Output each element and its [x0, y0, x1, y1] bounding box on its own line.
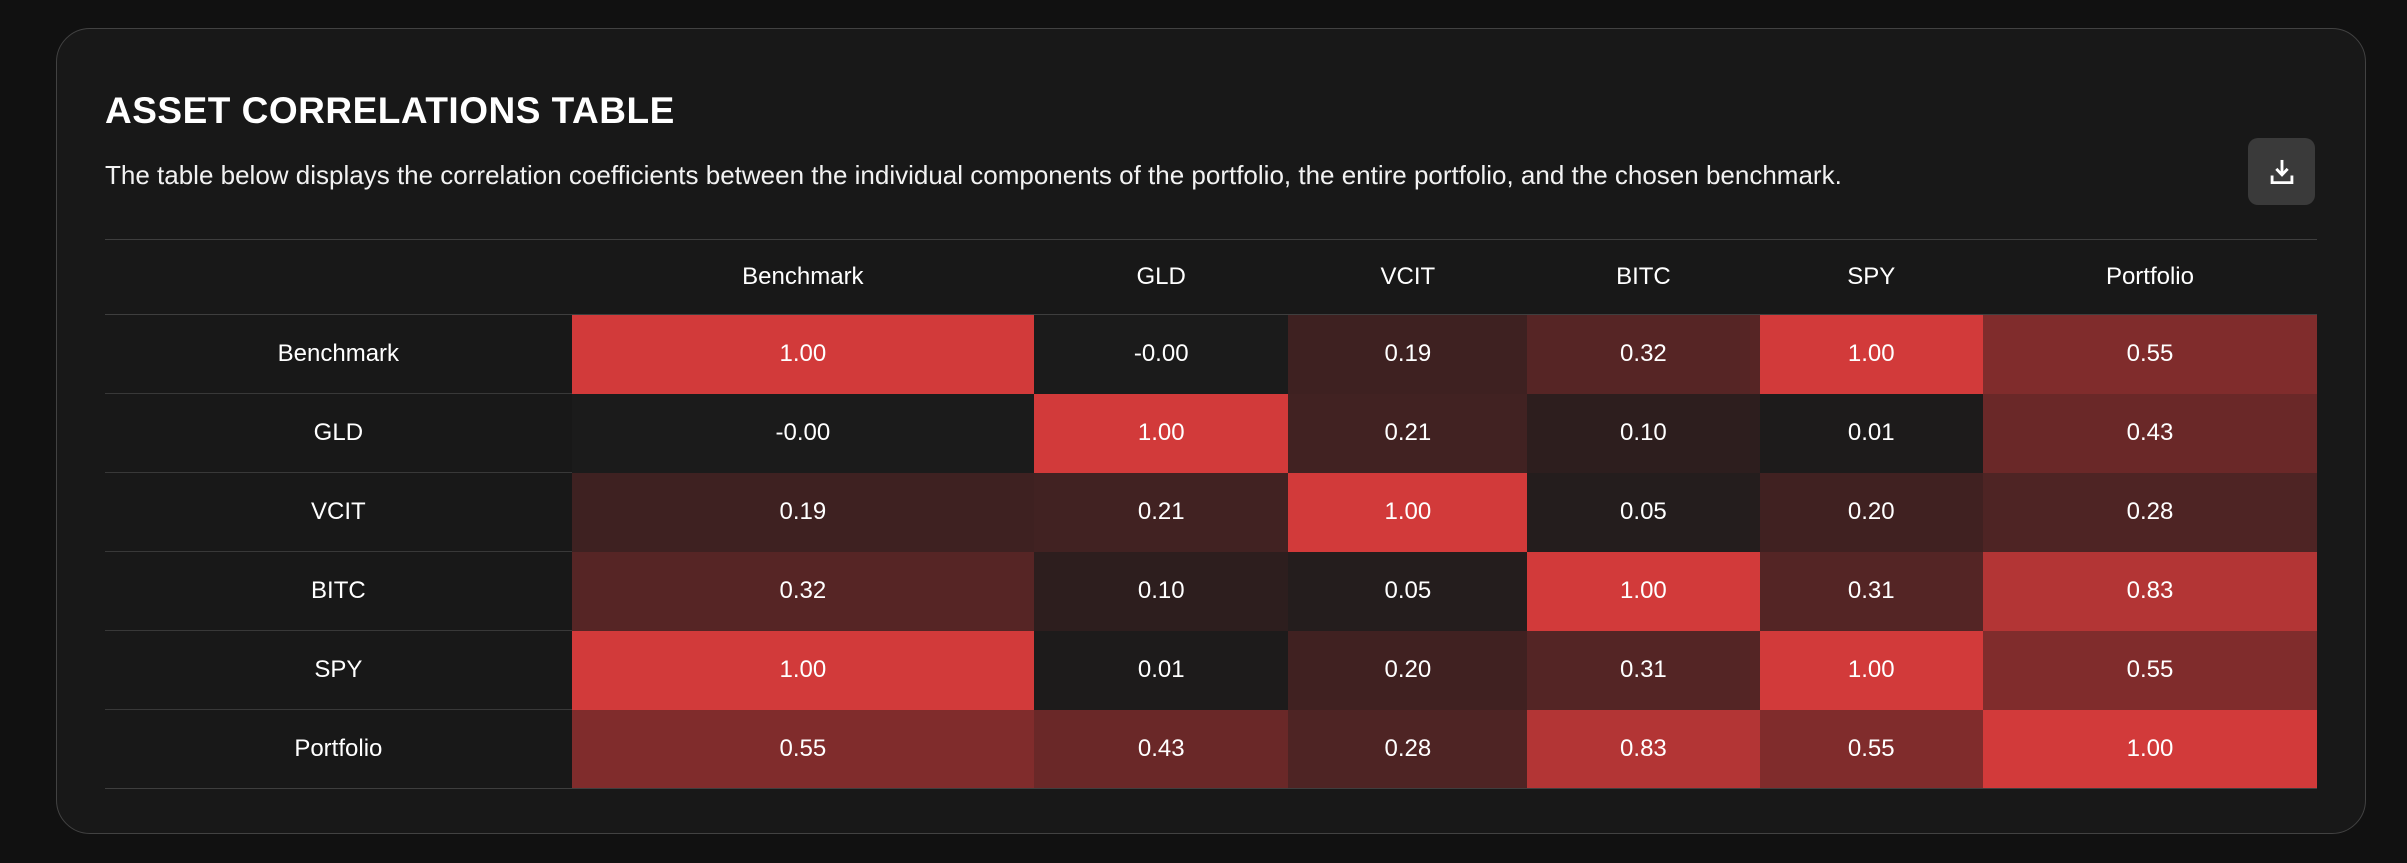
correlation-cell: 0.83	[1982, 551, 2317, 631]
correlation-cell: -0.00	[1034, 314, 1289, 394]
correlation-cell: 0.43	[1034, 709, 1289, 790]
row-label-vcit: VCIT	[105, 472, 572, 553]
correlation-cell: 1.00	[571, 630, 1035, 710]
correlations-table: Benchmark GLD VCIT BITC SPY Portfolio Benchma…	[105, 239, 2317, 790]
table-header-row: Benchmark GLD VCIT BITC SPY Portfolio	[105, 239, 2317, 316]
table-row-vcit: VCIT 0.19 0.21 1.00 0.05 0.20 0.28	[105, 472, 2317, 553]
correlation-cell: 0.55	[1982, 314, 2317, 394]
correlation-cell: 0.31	[1527, 630, 1760, 710]
column-header-spy: SPY	[1759, 239, 1983, 316]
download-button[interactable]	[2248, 138, 2315, 205]
column-header-bitc: BITC	[1527, 239, 1760, 316]
correlation-cell: 0.19	[1288, 314, 1528, 394]
download-icon	[2265, 155, 2299, 189]
correlation-cell: 1.00	[1288, 472, 1528, 552]
correlation-cell: 0.43	[1982, 393, 2317, 473]
correlation-cell: 0.10	[1527, 393, 1760, 473]
correlation-cell: -0.00	[571, 393, 1035, 473]
correlation-cell: 0.31	[1759, 551, 1983, 631]
correlation-cell: 0.28	[1982, 472, 2317, 552]
correlation-cell: 0.10	[1034, 551, 1289, 631]
asset-correlations-card: ASSET CORRELATIONS TABLE The table below…	[56, 28, 2366, 834]
correlation-cell: 0.05	[1288, 551, 1528, 631]
correlation-cell: 0.19	[571, 472, 1035, 552]
corner-cell	[105, 239, 572, 316]
row-label-spy: SPY	[105, 630, 572, 711]
row-label-gld: GLD	[105, 393, 572, 474]
correlation-cell: 0.20	[1288, 630, 1528, 710]
correlation-cell: 1.00	[1527, 551, 1760, 631]
correlation-cell: 0.28	[1288, 709, 1528, 790]
correlation-cell: 0.55	[1759, 709, 1983, 790]
table-row-bitc: BITC 0.32 0.10 0.05 1.00 0.31 0.83	[105, 551, 2317, 632]
correlation-cell: 0.20	[1759, 472, 1983, 552]
correlation-cell: 1.00	[571, 314, 1035, 394]
page-title: ASSET CORRELATIONS TABLE	[105, 90, 675, 131]
column-header-portfolio: Portfolio	[1982, 239, 2317, 316]
card-header: ASSET CORRELATIONS TABLE The table below…	[105, 89, 2317, 205]
correlation-cell: 0.32	[571, 551, 1035, 631]
correlation-cell: 0.21	[1288, 393, 1528, 473]
correlation-cell: 1.00	[1034, 393, 1289, 473]
column-header-benchmark: Benchmark	[571, 239, 1035, 316]
table-row-spy: SPY 1.00 0.01 0.20 0.31 1.00 0.55	[105, 630, 2317, 711]
row-label-bitc: BITC	[105, 551, 572, 632]
correlation-cell: 0.01	[1759, 393, 1983, 473]
correlation-cell: 0.55	[1982, 630, 2317, 710]
page-subtitle: The table below displays the correlation…	[105, 160, 1842, 191]
correlation-cell: 0.01	[1034, 630, 1289, 710]
column-header-vcit: VCIT	[1288, 239, 1528, 316]
correlation-cell: 0.83	[1527, 709, 1760, 790]
row-label-portfolio: Portfolio	[105, 709, 572, 790]
column-header-gld: GLD	[1034, 239, 1289, 316]
table-row-portfolio: Portfolio 0.55 0.43 0.28 0.83 0.55 1.00	[105, 709, 2317, 790]
correlation-cell: 0.55	[571, 709, 1035, 790]
table-body: Benchmark 1.00 -0.00 0.19 0.32 1.00 0.55 GLD -0.…	[105, 314, 2317, 790]
correlation-cell: 1.00	[1759, 630, 1983, 710]
table-row-benchmark: Benchmark 1.00 -0.00 0.19 0.32 1.00 0.55	[105, 314, 2317, 395]
table-header: Benchmark GLD VCIT BITC SPY Portfolio	[105, 239, 2317, 316]
correlation-cell: 1.00	[1759, 314, 1983, 394]
row-label-benchmark: Benchmark	[105, 314, 572, 395]
correlation-cell: 0.05	[1527, 472, 1760, 552]
correlation-cell: 0.32	[1527, 314, 1760, 394]
correlation-cell: 1.00	[1982, 709, 2317, 790]
table-row-gld: GLD -0.00 1.00 0.21 0.10 0.01 0.43	[105, 393, 2317, 474]
correlation-cell: 0.21	[1034, 472, 1289, 552]
